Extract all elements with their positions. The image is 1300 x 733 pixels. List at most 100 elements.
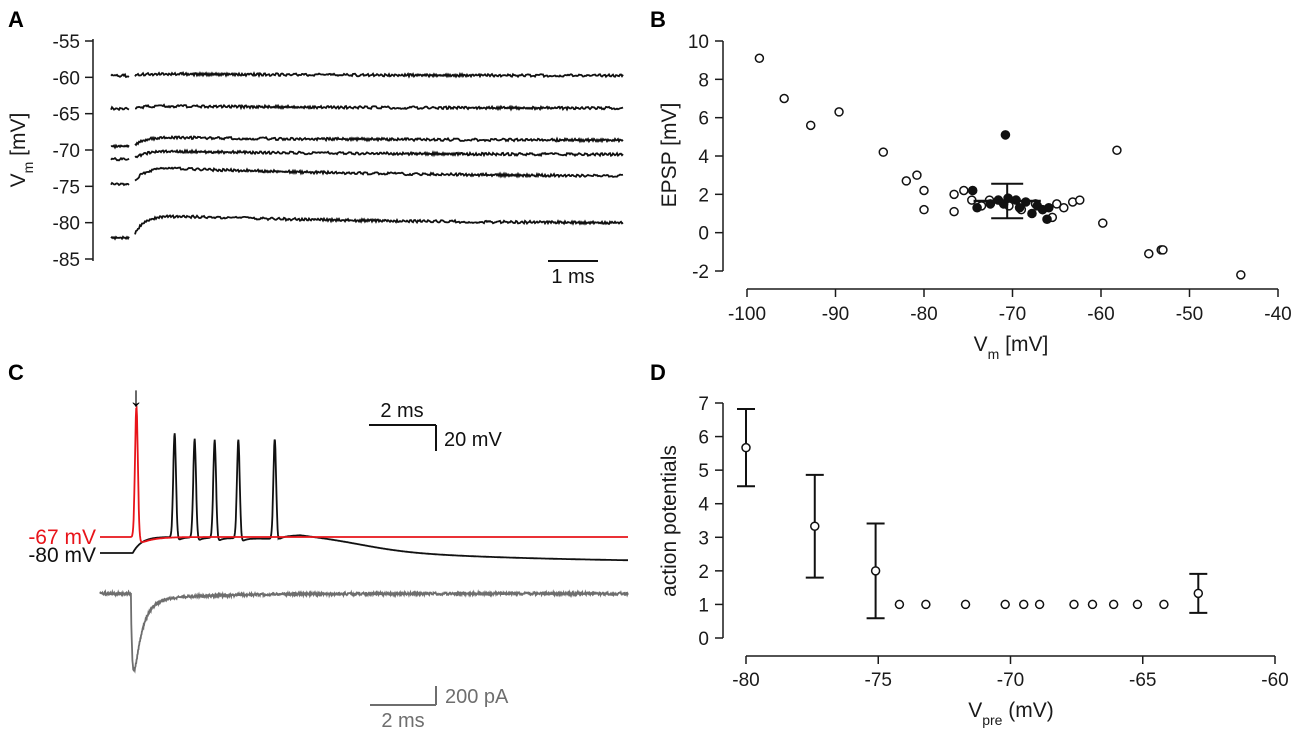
panel-b-open-point <box>901 176 912 186</box>
panel-b-xtick-label: -100 <box>728 304 766 325</box>
panel-d-ytick-label: 1 <box>698 595 709 616</box>
panel-b-filled-point <box>967 185 978 196</box>
panel-d-xtick-label: -70 <box>997 670 1024 691</box>
panel-d-xtick-label: -75 <box>865 670 892 691</box>
panel-b: B -2 0 2 4 6 8 10 -100 -90 -80 -70 -60 -50 -40 EPSP [… <box>650 7 1292 362</box>
panel-d-letter: D <box>650 360 666 385</box>
panel-b-xtick-label: -40 <box>1264 304 1291 325</box>
panel-a-trace-6 <box>110 214 624 241</box>
panel-d-xtick-label: -80 <box>732 670 759 691</box>
panel-a-trace-4 <box>110 148 624 162</box>
panel-a-trace-3 <box>110 134 624 150</box>
panel-d-point <box>1132 599 1143 610</box>
panel-b-xtick-label: -60 <box>1087 304 1114 325</box>
panel-b-open-point <box>1144 249 1154 259</box>
panel-b-ytick-label: 10 <box>688 32 709 53</box>
panel-b-open-point <box>1098 218 1108 228</box>
panel-b-open-point <box>912 170 922 180</box>
panel-a-ytick-label: -85 <box>53 250 80 271</box>
panel-c-letter: C <box>8 360 24 385</box>
panel-d-ytick-label: 4 <box>698 495 709 516</box>
panel-a-ytick-label: -75 <box>53 177 80 198</box>
panel-b-letter: B <box>650 7 666 32</box>
panel-d-point <box>1069 599 1079 610</box>
trace-label-black: -80 mV <box>28 544 96 567</box>
panel-b-open-point <box>779 93 789 104</box>
panel-d-point <box>810 521 820 531</box>
panel-c-traces <box>99 405 629 674</box>
panel-b-open-point <box>919 185 929 196</box>
panel-d-ytick-label: 6 <box>698 428 709 449</box>
panel-d-ytick-label: 7 <box>698 394 709 415</box>
panel-a-ytick-label: -60 <box>53 68 80 89</box>
panel-c-black-trace <box>100 433 628 562</box>
stimulus-arrow-icon: ↓ <box>129 381 143 412</box>
panel-b-xlabel: Vm [mV] <box>974 333 1049 362</box>
panel-b-open-point <box>949 189 959 200</box>
panel-d-point <box>1193 588 1204 599</box>
panel-b-open-point <box>1236 270 1246 280</box>
panel-c-current-scale-label: 200 pA <box>445 686 509 708</box>
panel-b-ylabel: EPSP [mV] <box>658 103 681 208</box>
panel-a: A -55 -60 -65 -70 -75 -80 -85 Vm [mV] 1 ms <box>7 7 624 288</box>
panel-b-ytick-label: 4 <box>698 147 709 168</box>
panel-b-filled-point <box>1014 202 1025 213</box>
panel-a-ticks: -55 -60 -65 -70 -75 -80 -85 <box>53 32 93 271</box>
panel-a-letter: A <box>8 7 24 32</box>
panel-d-point <box>921 599 931 610</box>
panel-a-ytick-label: -65 <box>53 105 80 126</box>
panel-c-voltage-scale-label: 20 mV <box>444 429 502 451</box>
panel-b-filled-point <box>972 202 982 213</box>
panel-b-points <box>754 53 1246 280</box>
panel-d-ytick-label: 3 <box>698 528 709 549</box>
panel-b-ytick-label: 2 <box>698 185 709 206</box>
trace-label-red: -67 mV <box>28 526 96 549</box>
panel-a-trace-5 <box>110 166 624 187</box>
panel-d-ytick-label: 0 <box>698 629 709 650</box>
panel-b-ytick-label: 0 <box>698 224 709 245</box>
panel-b-xtick-label: -70 <box>999 304 1026 325</box>
panel-d-point <box>960 599 971 610</box>
panel-b-filled-point <box>1042 214 1052 225</box>
panel-d-point <box>894 599 905 610</box>
panel-a-ytick-label: -80 <box>53 214 80 235</box>
panel-b-xtick-label: -90 <box>822 304 849 325</box>
panel-b-open-point <box>919 204 929 215</box>
panel-c-red-trace <box>100 405 628 543</box>
panel-d-point <box>1087 599 1098 610</box>
panel-a-trace-2 <box>110 103 624 112</box>
panel-b-open-point <box>959 185 969 196</box>
panel-a-ytick-label: -70 <box>53 141 80 162</box>
panel-d-point <box>1018 599 1029 610</box>
panel-b-open-point <box>754 53 765 63</box>
panel-b-open-point <box>1075 195 1085 205</box>
panel-b-open-point <box>1112 145 1122 155</box>
panel-d-ytick-label: 5 <box>698 461 709 482</box>
panel-b-open-point <box>834 107 844 117</box>
panel-d-point <box>1108 599 1119 610</box>
panel-a-trace-1 <box>110 71 624 79</box>
panel-d-ylabel: action potentials <box>658 445 681 597</box>
panel-b-filled-point <box>1000 130 1011 140</box>
panel-b-filled-point <box>1043 202 1054 213</box>
panel-b-ytick-label: -2 <box>692 262 709 283</box>
panel-b-xtick-label: -80 <box>910 304 937 325</box>
panel-d-xlabel: Vpre (mV) <box>968 699 1054 728</box>
panel-d-ticks: 0 1 2 3 4 5 6 7 -80 -75 -70 -65 -60 <box>698 394 1288 691</box>
panel-b-ytick-label: 6 <box>698 109 709 130</box>
panel-c-current-trace <box>99 588 629 674</box>
panel-d-xtick-label: -60 <box>1261 670 1288 691</box>
panel-b-open-point <box>949 206 959 217</box>
panel-d: D 0 1 2 3 4 5 6 7 -80 -75 -70 -65 -60 action potenti… <box>650 360 1289 728</box>
panel-a-scale-bar-label: 1 ms <box>551 266 594 288</box>
panel-c: C ↓ -67 mV -80 mV 2 ms 20 mV 2 ms 200 pA <box>8 360 629 732</box>
panel-b-xtick-label: -50 <box>1176 304 1203 325</box>
panel-b-open-point <box>1059 203 1069 213</box>
panel-d-point <box>1159 599 1169 610</box>
panel-a-ytick-label: -55 <box>53 32 80 53</box>
panel-b-filled-point <box>1027 208 1037 219</box>
panel-d-xtick-label: -65 <box>1129 670 1156 691</box>
panel-b-ticks: -2 0 2 4 6 8 10 -100 -90 -80 -70 -60 -50 -40 <box>688 32 1292 325</box>
panel-d-point <box>870 566 881 576</box>
